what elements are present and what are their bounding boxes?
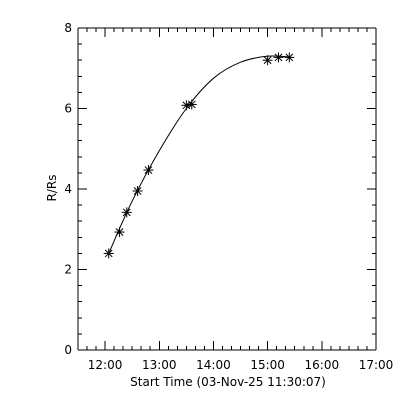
data-point: [284, 52, 295, 63]
data-point-stroke: [274, 53, 283, 62]
x-tick-label: 14:00: [196, 358, 231, 372]
x-axis-label: Start Time (03-Nov-25 11:30:07): [130, 375, 326, 389]
data-point: [181, 100, 192, 111]
data-point: [103, 248, 114, 259]
data-point-stroke: [104, 249, 113, 258]
data-point: [143, 165, 154, 176]
data-point-stroke: [182, 101, 191, 110]
data-point-stroke: [285, 53, 294, 62]
data-point-stroke: [133, 187, 142, 195]
y-tick-label: 2: [64, 263, 72, 277]
data-point: [132, 186, 143, 197]
data-points: [103, 52, 295, 259]
fit-curve-layer: [108, 55, 290, 254]
y-tick-label: 6: [64, 102, 72, 116]
data-point: [273, 52, 284, 63]
data-point: [114, 227, 125, 238]
x-tick-label: 17:00: [359, 358, 394, 372]
x-tick-label: 15:00: [250, 358, 285, 372]
fit-curve: [108, 55, 290, 254]
data-point-stroke: [187, 100, 196, 109]
x-tick-label: 12:00: [88, 358, 123, 372]
y-tick-label: 8: [64, 21, 72, 35]
y-tick-label: 0: [64, 343, 72, 357]
plot-frame: [77, 27, 377, 351]
y-tick-label: 4: [64, 182, 72, 196]
data-point-stroke: [122, 208, 131, 217]
x-tick-label: 16:00: [305, 358, 340, 372]
axis-ticks: 12:00 13:00 14:00 15:00 16:00 17:00 0 2 4 6 8: [64, 21, 393, 372]
data-point: [262, 55, 273, 66]
data-point-stroke: [144, 166, 153, 174]
data-point: [186, 99, 197, 110]
data-point-stroke: [115, 228, 124, 236]
data-point: [121, 207, 132, 218]
data-point-stroke: [263, 56, 272, 65]
x-tick-label: 13:00: [142, 358, 177, 372]
y-axis-label: R/Rs: [45, 175, 59, 202]
